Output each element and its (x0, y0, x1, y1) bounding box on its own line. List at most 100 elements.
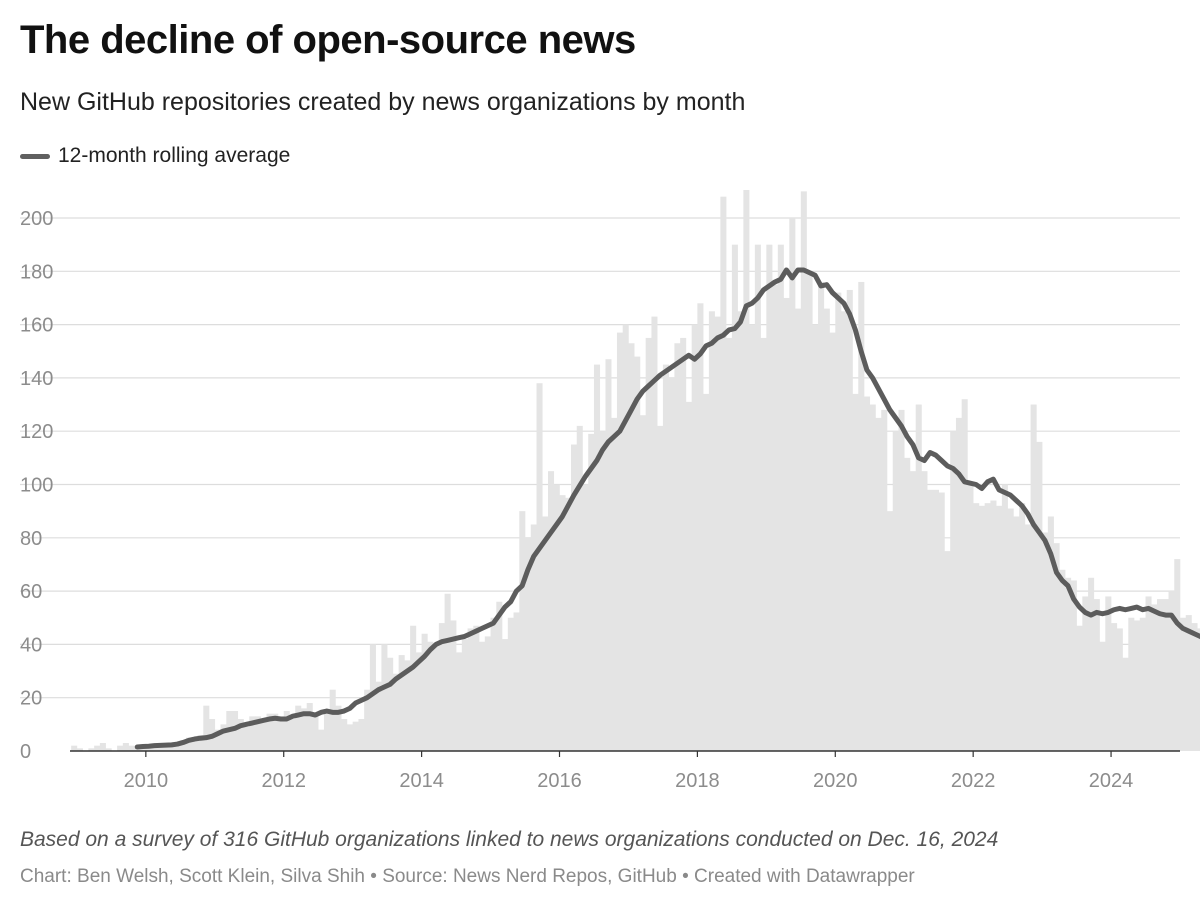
bar (352, 721, 359, 751)
bar (909, 471, 917, 751)
bar (886, 511, 894, 751)
y-tick-label: 40 (20, 634, 42, 656)
bar (76, 748, 83, 751)
bar (433, 644, 440, 751)
bar (341, 719, 348, 751)
bar (272, 713, 279, 751)
bar (731, 244, 738, 751)
bar (881, 409, 888, 751)
bar (616, 332, 624, 751)
bar (381, 644, 388, 751)
y-tick-label: 140 (20, 368, 53, 390)
bar (869, 404, 876, 751)
bar (329, 689, 336, 751)
bar (599, 431, 606, 751)
x-tick-label: 2022 (951, 770, 996, 792)
bar (990, 500, 997, 751)
bar (1099, 641, 1106, 751)
bar (519, 511, 526, 751)
bar (323, 713, 330, 751)
bar (427, 641, 434, 751)
bar (1191, 623, 1198, 751)
bar (973, 503, 980, 751)
y-tick-label: 180 (20, 261, 53, 283)
bar (346, 724, 353, 751)
bar (582, 484, 589, 751)
bar (944, 551, 951, 751)
bar (255, 716, 262, 751)
bar (335, 705, 342, 751)
monthly-bars (71, 190, 1200, 752)
bar (467, 628, 474, 751)
chart-title: The decline of open-source news (20, 18, 636, 62)
bar (812, 324, 819, 751)
bar (163, 745, 170, 751)
bar (892, 431, 899, 751)
bar (611, 417, 618, 751)
bar (921, 471, 928, 751)
bar (720, 196, 727, 751)
bar (1053, 543, 1060, 751)
bar (1162, 599, 1169, 751)
bar (536, 383, 543, 751)
bar (496, 601, 503, 751)
bar (461, 639, 468, 751)
bar (789, 218, 796, 751)
bar (846, 289, 853, 751)
bar (553, 484, 560, 751)
bar (605, 359, 612, 751)
bar (306, 703, 313, 751)
bar (697, 303, 704, 751)
bar (852, 393, 859, 751)
bar (525, 537, 532, 751)
bar (588, 433, 595, 751)
bar (318, 729, 325, 751)
bar (214, 729, 221, 751)
y-tick-label: 0 (20, 741, 31, 763)
bar (122, 743, 129, 751)
bar (151, 745, 158, 751)
bar (392, 673, 399, 751)
bar (996, 505, 1003, 751)
bar (1122, 657, 1129, 751)
bar (657, 425, 664, 751)
bar (622, 324, 629, 751)
bar (651, 316, 658, 751)
bar (1180, 617, 1187, 751)
x-tick-label: 2018 (675, 770, 720, 792)
bar (703, 393, 710, 751)
bar (438, 623, 445, 751)
bar (760, 337, 767, 751)
bar (456, 652, 463, 751)
bar (1128, 617, 1135, 751)
bar (1093, 599, 1100, 751)
bar (300, 708, 308, 751)
bar (1076, 625, 1083, 751)
bar (576, 425, 583, 751)
bar (829, 332, 836, 751)
x-tick-label: 2016 (537, 770, 582, 792)
bar (260, 719, 267, 751)
bar (777, 244, 784, 751)
bar (134, 748, 141, 751)
bar (1134, 620, 1141, 751)
bar (978, 505, 985, 751)
x-tick-label: 2024 (1089, 770, 1134, 792)
rolling-average-line (134, 267, 1200, 750)
bar (266, 713, 273, 751)
legend: 12-month rolling average (20, 144, 290, 168)
bar (484, 636, 491, 751)
y-tick-label: 200 (20, 208, 53, 230)
bar (1065, 577, 1072, 751)
y-tick-label: 20 (20, 688, 42, 710)
bar (71, 745, 78, 751)
bar (186, 737, 193, 751)
y-tick-label: 160 (20, 315, 53, 337)
legend-label: 12-month rolling average (58, 144, 291, 167)
bar (295, 705, 302, 751)
chart-subtitle: New GitHub repositories created by news … (20, 88, 746, 116)
bar (530, 524, 537, 751)
bar (197, 735, 204, 751)
bar (766, 244, 773, 751)
bar (369, 644, 376, 751)
